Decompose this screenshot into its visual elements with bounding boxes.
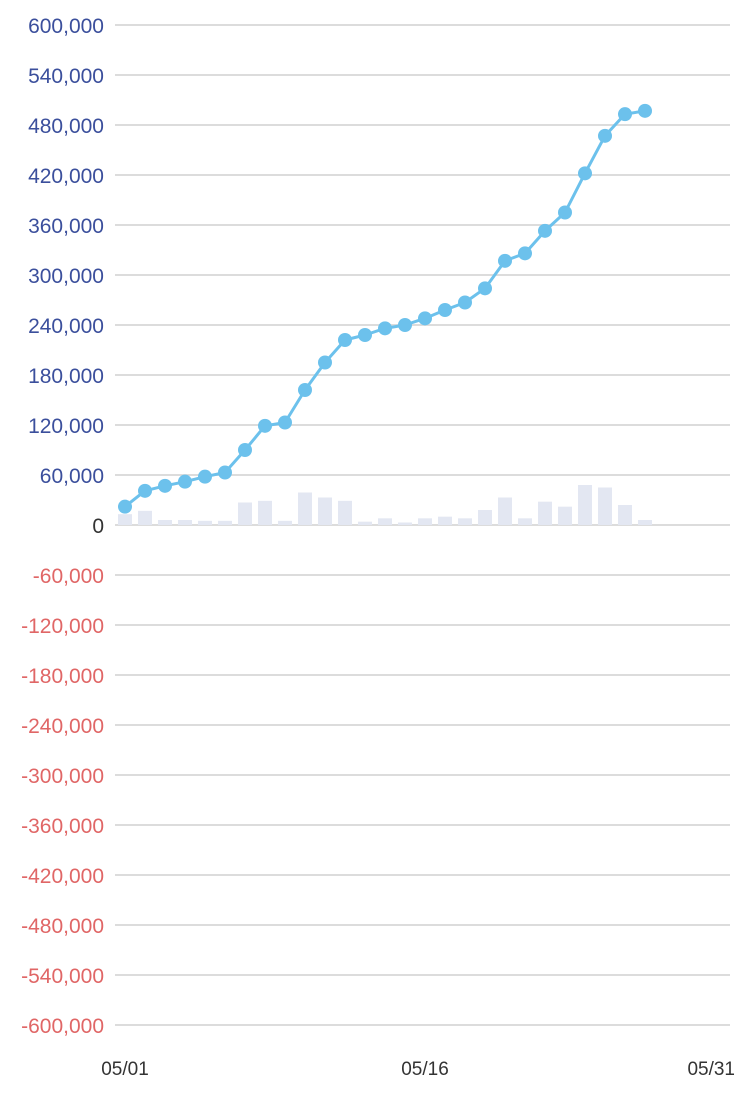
bar-series [118,485,652,525]
data-point[interactable] [358,328,372,342]
y-tick-label: 0 [92,515,104,538]
data-point[interactable] [498,253,512,268]
bar [438,516,452,525]
bar [418,518,432,525]
data-point[interactable] [538,223,552,238]
y-tick-label: -300,000 [21,765,104,788]
bar [218,520,232,525]
data-point[interactable] [418,311,432,326]
x-axis-ticks: 05/01 05/16 05/31 [101,1059,735,1080]
data-point[interactable] [578,166,592,181]
bar [278,520,292,525]
series-line [124,109,646,508]
data-point[interactable] [478,281,492,296]
data-point[interactable] [458,295,472,310]
bar [358,521,372,525]
y-tick-label: -360,000 [21,815,104,838]
data-point[interactable] [338,333,352,347]
data-point[interactable] [318,355,332,370]
bar [638,520,652,525]
bar [598,487,612,525]
bar [378,518,392,525]
y-tick-label: -420,000 [21,865,104,888]
bar [618,505,632,525]
y-tick-label: -480,000 [21,915,104,938]
data-point[interactable] [198,469,212,484]
data-point[interactable] [598,128,612,143]
y-tick-label: -180,000 [21,665,104,688]
x-tick-label: 05/16 [401,1059,449,1080]
bar [298,492,312,525]
data-point[interactable] [558,205,572,220]
line-series [118,103,652,514]
bar [478,510,492,525]
data-point[interactable] [298,383,312,397]
bar [498,497,512,525]
bar [258,500,272,525]
data-point[interactable] [278,415,292,430]
data-point[interactable] [118,499,132,514]
bar [458,518,472,525]
bar [578,485,592,525]
bar [158,520,172,525]
data-point[interactable] [158,478,172,493]
bar [538,501,552,525]
y-tick-label: 540,000 [28,65,104,88]
data-point[interactable] [618,107,632,122]
data-point[interactable] [398,318,412,332]
y-tick-label: 120,000 [28,415,104,438]
y-tick-label: 420,000 [28,165,104,188]
bar [178,520,192,525]
data-point[interactable] [438,303,452,317]
x-tick-label: 05/31 [687,1059,735,1080]
y-tick-label: 60,000 [40,465,104,488]
data-point[interactable] [238,443,252,457]
data-point[interactable] [138,483,152,498]
data-point[interactable] [178,474,192,489]
y-tick-label: 240,000 [28,315,104,338]
bar [138,510,152,525]
y-tick-label: 480,000 [28,115,104,138]
grid-lines [115,24,730,1026]
y-tick-label: -60,000 [33,565,104,588]
data-point[interactable] [638,103,652,118]
x-tick-label: 05/01 [101,1059,149,1080]
data-point[interactable] [518,246,532,261]
bar [318,497,332,525]
y-axis-ticks: 600,000 540,000 480,000 420,000 360,000 300,0… [21,15,104,1038]
y-tick-label: 180,000 [28,365,104,388]
bar [198,520,212,525]
bar [338,500,352,525]
bar [398,522,412,525]
bar [518,518,532,525]
bar [238,502,252,525]
y-tick-label: -540,000 [21,965,104,988]
y-tick-label: -600,000 [21,1015,104,1038]
y-tick-label: 360,000 [28,215,104,238]
bar [558,506,572,525]
bar [118,514,132,525]
data-point[interactable] [378,321,392,336]
data-point[interactable] [258,418,272,433]
y-tick-label: -240,000 [21,715,104,738]
y-tick-label: -120,000 [21,615,104,638]
y-tick-label: 600,000 [28,15,104,38]
data-point[interactable] [218,465,232,480]
y-tick-label: 300,000 [28,265,104,288]
